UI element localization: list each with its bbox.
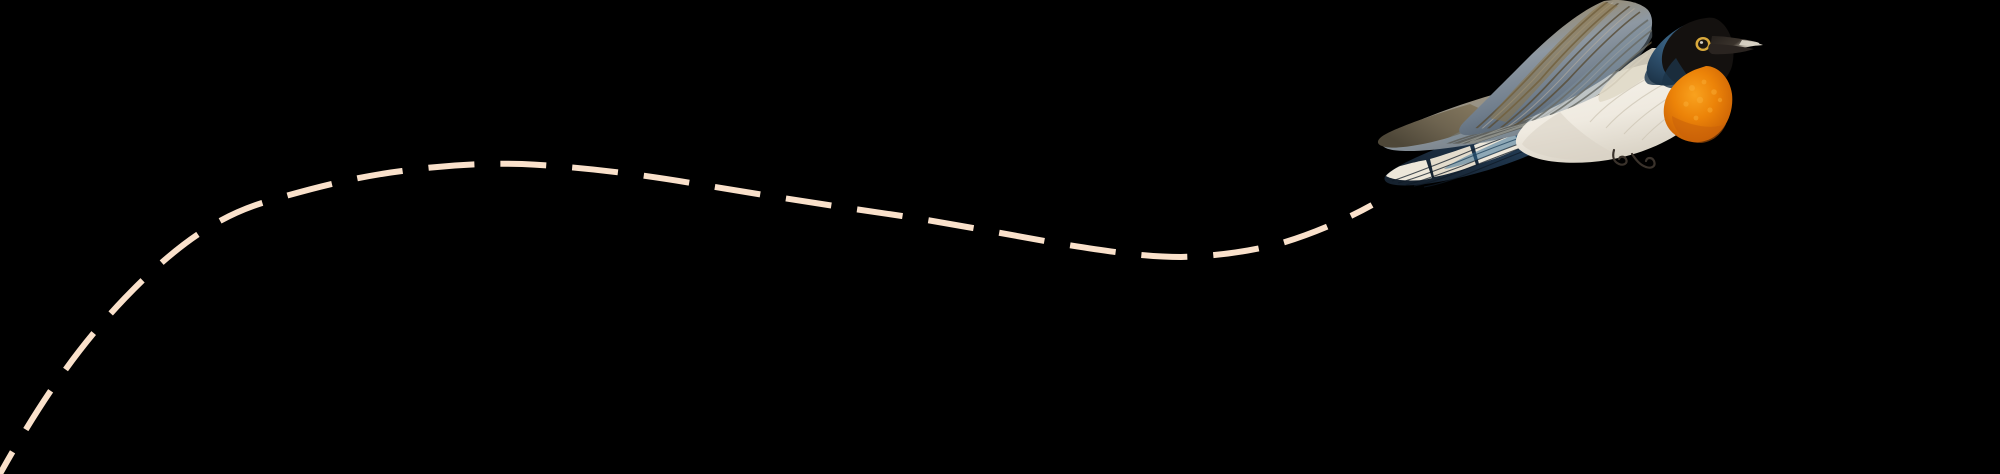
belly-shadow <box>1522 112 1618 160</box>
eye <box>1695 37 1711 51</box>
belly-feather-lines <box>1589 77 1691 141</box>
beak <box>1708 36 1763 55</box>
lower-wing-primary-tip <box>1377 104 1496 148</box>
throat-shadow <box>1672 116 1726 144</box>
bird-illustration <box>1377 0 1763 188</box>
dashed-flight-trail <box>0 160 1374 474</box>
feet <box>1612 148 1656 169</box>
throat-patch <box>1663 66 1733 144</box>
throat-texture <box>1683 79 1723 121</box>
